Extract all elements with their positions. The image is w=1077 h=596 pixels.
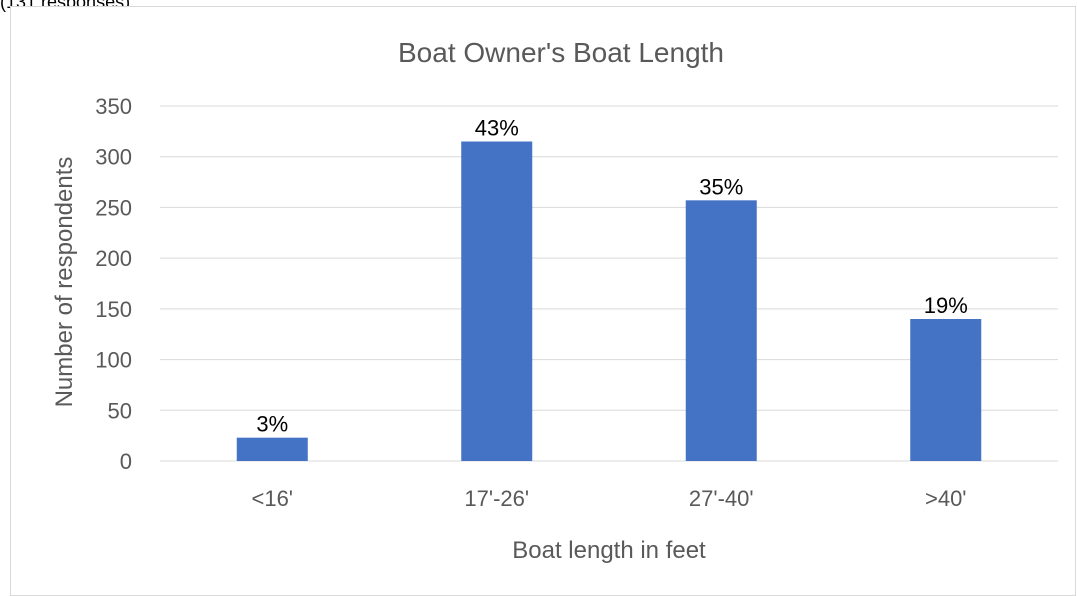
data-label: 43% bbox=[475, 116, 519, 141]
x-tick-label: 17'-26' bbox=[464, 486, 529, 511]
chart-frame bbox=[10, 6, 1076, 596]
bars bbox=[236, 141, 982, 462]
chart-title: Boat Owner's Boat Length bbox=[398, 37, 724, 68]
y-tick-label: 0 bbox=[120, 449, 132, 474]
gridlines bbox=[160, 105, 1058, 462]
bar-3 bbox=[910, 319, 982, 461]
y-axis-ticks: 0 50 100 150 200 250 300 350 bbox=[95, 94, 132, 474]
data-label: 35% bbox=[699, 174, 743, 199]
y-tick-label: 100 bbox=[95, 348, 132, 373]
data-label: 3% bbox=[256, 412, 288, 437]
y-tick-label: 200 bbox=[95, 246, 132, 271]
y-tick-label: 150 bbox=[95, 297, 132, 322]
y-tick-label: 250 bbox=[95, 195, 132, 220]
x-tick-label: 27'-40' bbox=[689, 486, 754, 511]
bar-2 bbox=[685, 200, 757, 462]
data-label: 19% bbox=[924, 293, 968, 318]
bar-0 bbox=[236, 437, 308, 461]
y-tick-label: 50 bbox=[108, 398, 132, 423]
y-tick-label: 350 bbox=[95, 94, 132, 119]
bar-1 bbox=[461, 141, 533, 461]
x-axis-title: Boat length in feet bbox=[512, 537, 706, 564]
data-labels: 3% 43% 35% 19% bbox=[256, 116, 967, 437]
x-axis-ticks: <16' 17'-26' 27'-40' >40' bbox=[251, 486, 966, 511]
x-tick-label: <16' bbox=[251, 486, 293, 511]
x-tick-label: >40' bbox=[925, 486, 967, 511]
y-tick-label: 300 bbox=[95, 145, 132, 170]
y-axis-title: Number of respondents bbox=[51, 157, 78, 408]
